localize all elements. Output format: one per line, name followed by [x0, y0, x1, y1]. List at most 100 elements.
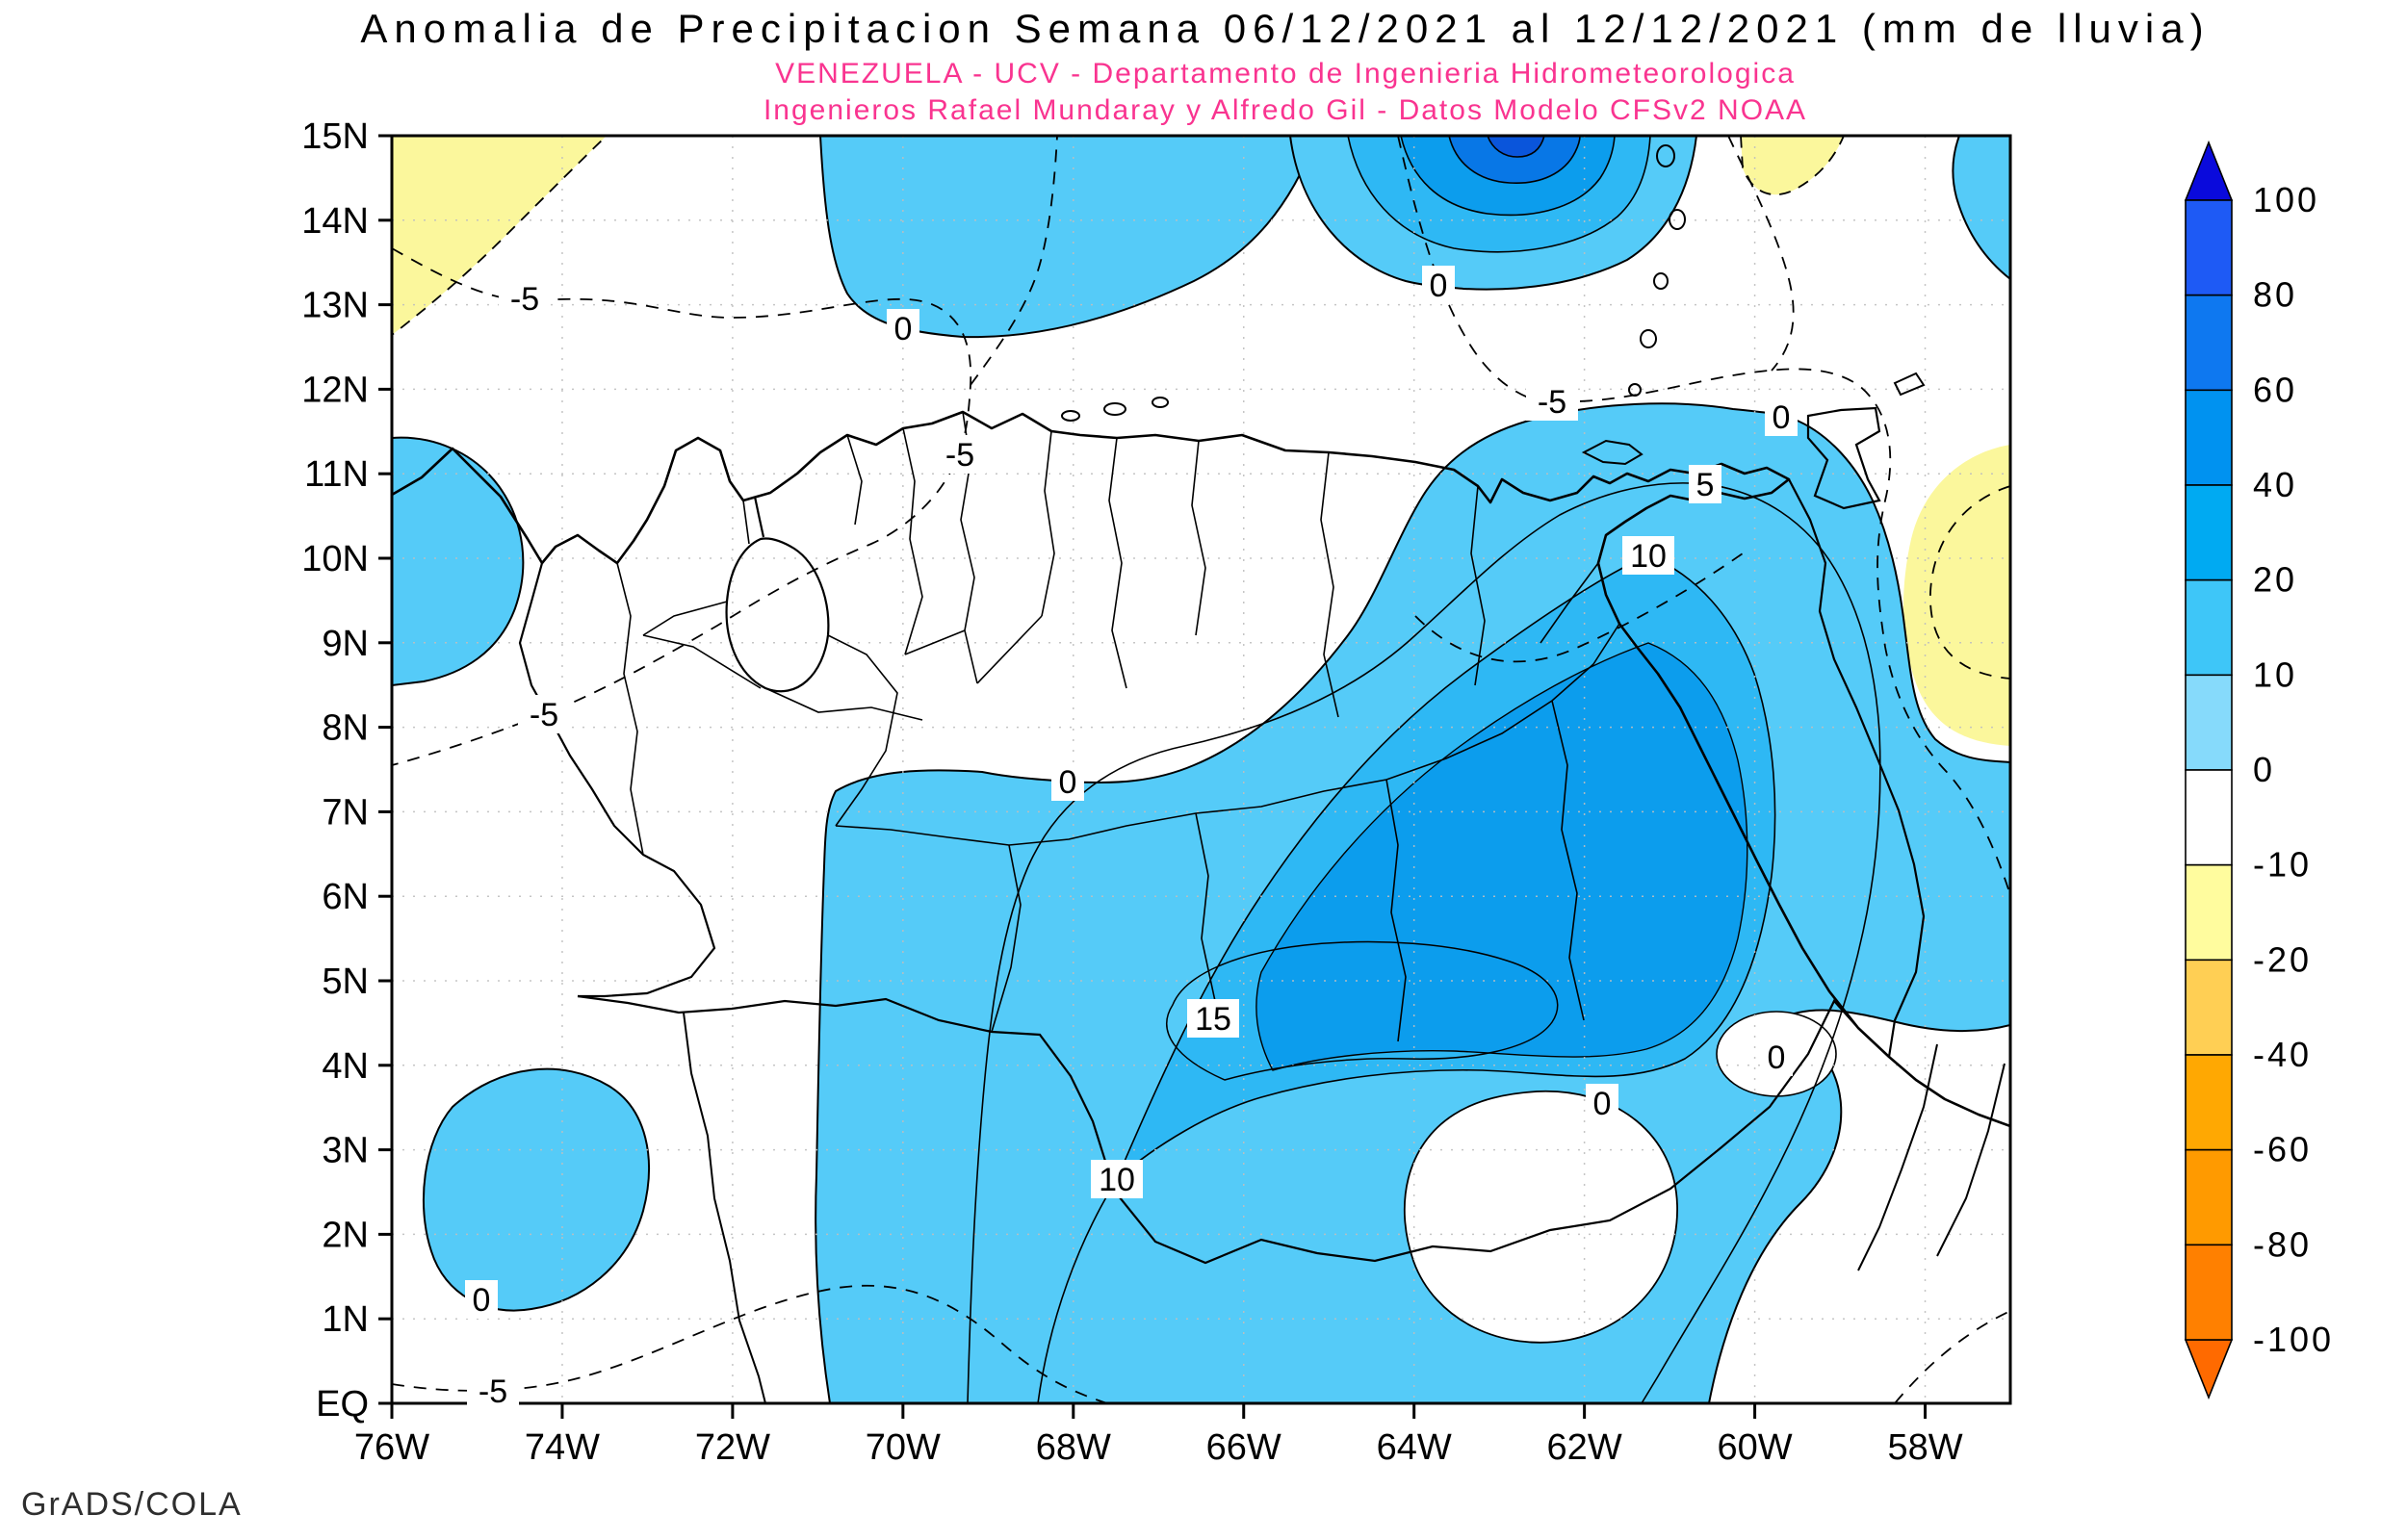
contour-label-bg [1586, 1084, 1618, 1122]
y-axis-label: 13N [301, 286, 369, 326]
contour-label-bg [887, 309, 919, 347]
y-axis-label: 8N [322, 708, 369, 749]
pos-anomaly-corner-wedge [1952, 136, 2010, 281]
contour-label-bg [1526, 382, 1578, 421]
border-south [577, 994, 1859, 1265]
contour-label: 10 [1099, 1162, 1135, 1198]
y-axis-label: 14N [301, 201, 369, 242]
y-axis-label: EQ [316, 1384, 369, 1424]
contour-label-bg [1187, 999, 1239, 1038]
pos-anomaly-gt20-core [1255, 642, 1748, 1071]
contour-label-bg [1765, 398, 1798, 436]
colorbar-label: -60 [2253, 1130, 2312, 1169]
island-tobago [1893, 372, 1926, 397]
contour-label: -5 [1538, 384, 1566, 421]
contour-10-tail [1037, 1178, 1118, 1403]
colorbar-segment [2185, 578, 2233, 677]
colorbar-segment [2185, 1054, 2233, 1151]
colorbar-segment [2185, 674, 2233, 771]
colorbar-segment [2185, 769, 2233, 866]
axes-ticks-labels: 15N 14N 13N 12N 11N 10N 9N 8N 7N 6N 5N 4N 3N 2N 1N EQ76… [301, 116, 1962, 1468]
bullseye-ring-40 [1448, 136, 1581, 184]
contour-label: -5 [479, 1373, 507, 1410]
pos-anomaly-tongue-top [818, 136, 1319, 339]
guyana-rivers [683, 1012, 2006, 1403]
colorbar-segment [2185, 863, 2233, 962]
filled-contour-regions [392, 136, 2010, 1403]
contour-label-bg [1689, 465, 1721, 503]
y-axis-label: 9N [322, 624, 369, 664]
colorbar-label: -100 [2253, 1320, 2334, 1359]
contour-lines [392, 136, 2010, 1403]
colorbar-segment [2185, 294, 2233, 392]
y-axis-label: 15N [301, 116, 369, 157]
colorbar-label: -40 [2253, 1035, 2312, 1074]
colorbar-label: 20 [2253, 560, 2297, 600]
colorbar-label: 0 [2253, 750, 2275, 789]
coastline [392, 410, 2010, 1128]
x-axis-label: 76W [354, 1427, 429, 1468]
page-title: Anomalia de Precipitacion Semana 06/12/2… [360, 6, 2211, 51]
contour-label-bg [499, 279, 551, 318]
colorbar-segment [2185, 1148, 2233, 1246]
colorbar-label: -80 [2253, 1224, 2312, 1264]
x-axis-label: 72W [695, 1427, 770, 1468]
border-colombia-venezuela [518, 562, 716, 998]
pos-anomaly-left-blob [392, 436, 525, 687]
colorbar-segment [2185, 1244, 2233, 1341]
contour-label: 0 [1430, 268, 1448, 304]
islands-abc-antilles [1061, 144, 1686, 422]
contour-label-bg [467, 1372, 519, 1410]
contour-label: 0 [473, 1282, 491, 1319]
contour-label: 0 [894, 311, 913, 347]
colorbar-segment [2185, 199, 2233, 296]
contour-label: -5 [510, 281, 539, 318]
x-axis-label: 66W [1206, 1427, 1281, 1468]
zero-hole-south [1403, 1090, 1678, 1344]
neg-anomaly-region-topleft [392, 136, 608, 337]
colorbar-arrow-top [2184, 140, 2234, 201]
state-borders [616, 411, 1620, 1042]
colorbar-arrow-bottom [2184, 1339, 2234, 1400]
colorbar-segment [2185, 389, 2233, 486]
subtitle-institution: VENEZUELA - UCV - Departamento de Ingeni… [775, 58, 1796, 90]
grads-credit: GrADS/COLA [21, 1486, 243, 1523]
contour-label-bg [1760, 1038, 1793, 1076]
x-axis-label: 70W [866, 1427, 941, 1468]
map-frame [390, 134, 2012, 1405]
contour-label-bg [518, 695, 570, 733]
contour-label: 0 [1768, 1040, 1786, 1076]
lake-maracaibo [725, 496, 830, 693]
x-axis-label: 74W [525, 1427, 600, 1468]
y-axis-label: 7N [322, 792, 369, 833]
neg-anomaly-region-topright [1740, 136, 1845, 195]
contour-label-bg [1622, 536, 1674, 575]
x-axis-label: 58W [1887, 1427, 1962, 1468]
contour-value-labels: -5 -5 -5 -5 -5 0 0 0 0 0 0 0 5 10 10 15 [465, 266, 1798, 1410]
colorbar-label: -10 [2253, 845, 2312, 885]
y-axis-label: 10N [301, 539, 369, 579]
y-axis-label: 2N [322, 1215, 369, 1255]
contour-label-bg [1091, 1160, 1143, 1198]
contour-label-bg [465, 1280, 498, 1319]
colorbar-segment [2185, 484, 2233, 581]
contour-label: 0 [1773, 399, 1791, 436]
colorbar-label: 60 [2253, 370, 2297, 409]
bullseye-core [1487, 136, 1545, 158]
x-axis-label: 62W [1547, 1427, 1622, 1468]
border-guyana [1788, 478, 1926, 1058]
geography-coastlines-borders [392, 144, 2010, 1403]
x-axis-label: 64W [1377, 1427, 1452, 1468]
neg-anomaly-region-right-oval [1902, 445, 2010, 746]
colorbar-label: -20 [2253, 939, 2312, 979]
y-axis-label: 3N [322, 1131, 369, 1171]
y-axis-label: 1N [322, 1299, 369, 1340]
island-trinidad [1806, 406, 1881, 510]
contour-label: 5 [1696, 467, 1715, 503]
contour-label: 0 [1059, 764, 1077, 801]
colorbar-label: 100 [2253, 180, 2319, 219]
colorbar-label: 10 [2253, 654, 2297, 694]
